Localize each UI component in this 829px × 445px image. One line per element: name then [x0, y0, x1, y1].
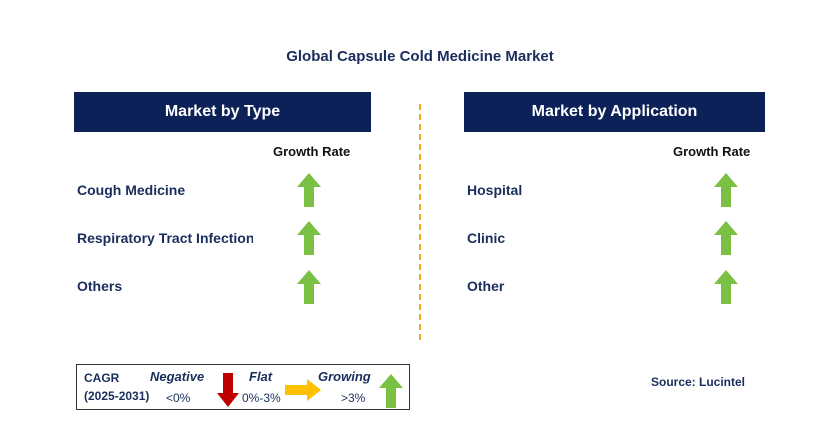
panel-divider — [419, 104, 421, 340]
legend-period: (2025-2031) — [84, 389, 150, 403]
legend-negative-range: <0% — [166, 391, 191, 405]
application-item-clinic: Clinic — [467, 230, 506, 246]
legend-growing-range: >3% — [341, 391, 366, 405]
legend-flat-range: 0%-3% — [242, 391, 281, 405]
cagr-legend: CAGR (2025-2031) Negative <0% Flat 0%-3%… — [76, 364, 410, 410]
legend-cagr-label: CAGR — [84, 371, 120, 385]
down-arrow-icon — [217, 373, 239, 407]
left-growth-rate-label: Growth Rate — [273, 144, 351, 159]
legend-growing-label: Growing — [318, 369, 371, 384]
legend-flat-label: Flat — [249, 369, 273, 384]
chart-title: Global Capsule Cold Medicine Market — [286, 48, 554, 65]
up-arrow-icon — [714, 270, 738, 304]
right-growth-rate-label: Growth Rate — [673, 144, 751, 159]
up-arrow-icon — [297, 173, 321, 207]
source-label: Source: Lucintel — [651, 375, 746, 389]
right-arrow-icon — [285, 379, 321, 401]
application-item-other: Other — [467, 278, 505, 294]
up-arrow-icon — [379, 374, 403, 408]
type-item-respiratory-tract-infection: Respiratory Tract Infection — [77, 230, 253, 246]
legend-negative-label: Negative — [150, 369, 205, 384]
market-by-application-header: Market by Application — [464, 92, 765, 132]
market-by-type-header: Market by Type — [74, 92, 371, 132]
up-arrow-icon — [297, 270, 321, 304]
type-item-others: Others — [77, 278, 123, 294]
up-arrow-icon — [714, 173, 738, 207]
up-arrow-icon — [297, 221, 321, 255]
application-item-hospital: Hospital — [467, 182, 523, 198]
type-item-cough-medicine: Cough Medicine — [77, 182, 186, 198]
up-arrow-icon — [714, 221, 738, 255]
